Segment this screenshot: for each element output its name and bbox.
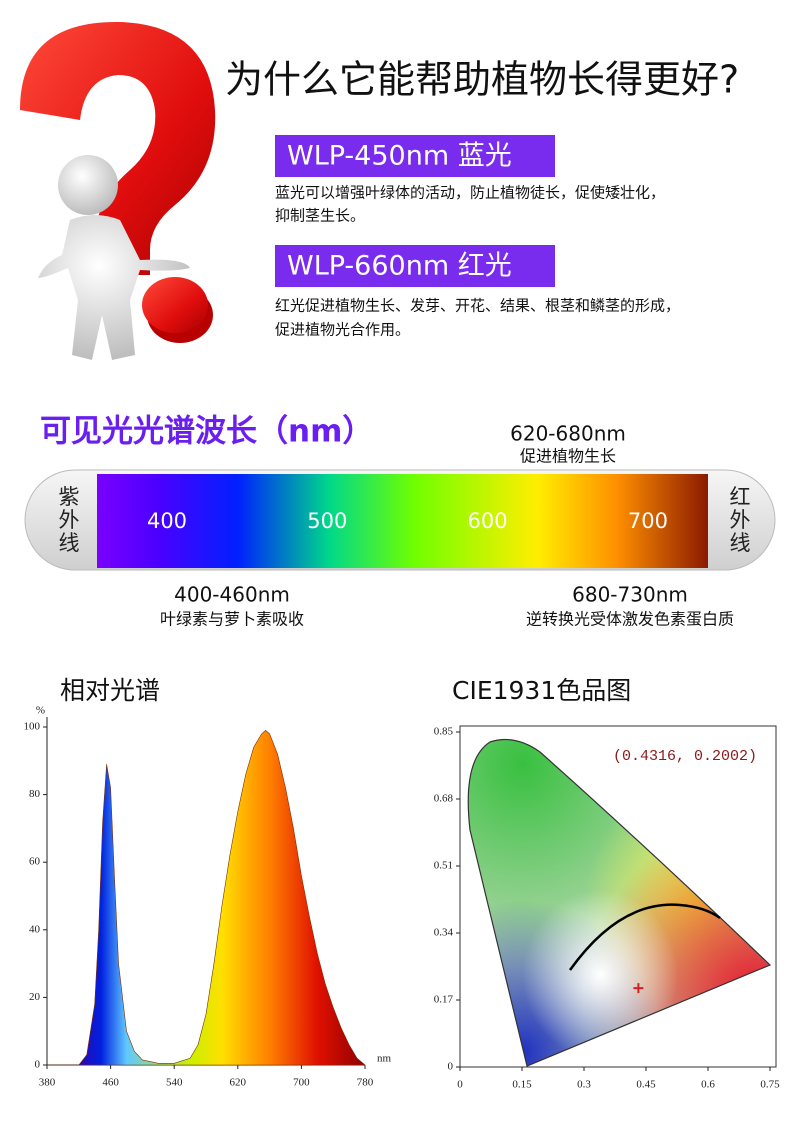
- x-tick-label: 0.45: [636, 1079, 656, 1091]
- x-tick-label: 380: [39, 1077, 56, 1089]
- note-range: 680-730nm: [572, 583, 688, 607]
- y-tick-label: 0: [448, 1061, 454, 1073]
- question-figure: [20, 21, 216, 360]
- y-tick-label: 0.85: [434, 726, 454, 738]
- item-text: 红光促进植物生长、发芽、开花、结果、根茎和鳞茎的形成，: [275, 297, 680, 315]
- cie-locus: [467, 739, 772, 1067]
- ir-label: 红外线: [727, 486, 751, 555]
- x-tick-label: 540: [166, 1077, 183, 1089]
- spectrum-bar: [97, 474, 708, 568]
- bar-tick-label: 700: [628, 509, 668, 533]
- y-tick-label: 0.51: [434, 860, 453, 872]
- x-tick-label: 700: [293, 1077, 310, 1089]
- item-text: 抑制茎生长。: [275, 207, 365, 225]
- label-box: [275, 135, 555, 177]
- item-label: WLP-660nm 红光: [287, 251, 512, 282]
- x-tick-label: 0.6: [701, 1079, 715, 1091]
- note-text: 促进植物生长: [520, 447, 616, 466]
- page-title: 为什么它能帮助植物长得更好?: [225, 58, 739, 102]
- x-tick-label: 780: [357, 1077, 374, 1089]
- section-title: 可见光光谱波长（nm）: [40, 414, 373, 450]
- chart-title: 相对光谱: [60, 676, 160, 705]
- item-text: 蓝光可以增强叶绿体的活动，防止植物徒长，促使矮壮化，: [275, 184, 665, 202]
- y-unit: %: [36, 705, 45, 717]
- y-tick-label: 80: [29, 788, 41, 800]
- x-tick-label: 0: [457, 1079, 463, 1091]
- uv-label: 紫外线: [56, 486, 80, 555]
- y-tick-label: 20: [29, 991, 41, 1003]
- note-text: 叶绿素与萝卜素吸收: [160, 610, 304, 629]
- x-tick-label: 0.75: [760, 1079, 780, 1091]
- item-text: 促进植物光合作用。: [275, 321, 410, 339]
- plot-frame: [459, 725, 777, 1068]
- x-unit: nm: [377, 1053, 392, 1065]
- y-tick-label: 100: [24, 721, 41, 733]
- note-range: 400-460nm: [174, 583, 290, 607]
- y-tick-label: 0.34: [434, 927, 454, 939]
- item-label: WLP-450nm 蓝光: [287, 141, 512, 172]
- x-tick-label: 0.3: [577, 1079, 591, 1091]
- y-tick-label: 0: [35, 1059, 41, 1071]
- label-box: [275, 245, 555, 287]
- y-tick-label: 0.17: [434, 994, 454, 1006]
- note-range: 620-680nm: [510, 422, 626, 446]
- y-tick-label: 40: [29, 923, 41, 935]
- x-tick-label: 460: [102, 1077, 119, 1089]
- x-tick-label: 0.15: [512, 1079, 532, 1091]
- note-text: 逆转换光受体激发色素蛋白质: [526, 610, 734, 629]
- y-tick-label: 0.68: [434, 793, 454, 805]
- chart-title: CIE1931色品图: [452, 676, 631, 705]
- bar-tick-label: 500: [307, 509, 347, 533]
- bar-tick-label: 400: [147, 509, 187, 533]
- spectrum-area: [47, 729, 366, 1066]
- point-label: (0.4316, 0.2002): [613, 748, 757, 765]
- point: [633, 983, 644, 994]
- planck-curve: [568, 903, 721, 971]
- y-tick-label: 60: [29, 856, 41, 868]
- bar-tick-label: 600: [468, 509, 508, 533]
- cie-gamut: [468, 739, 770, 1066]
- x-tick-label: 620: [230, 1077, 247, 1089]
